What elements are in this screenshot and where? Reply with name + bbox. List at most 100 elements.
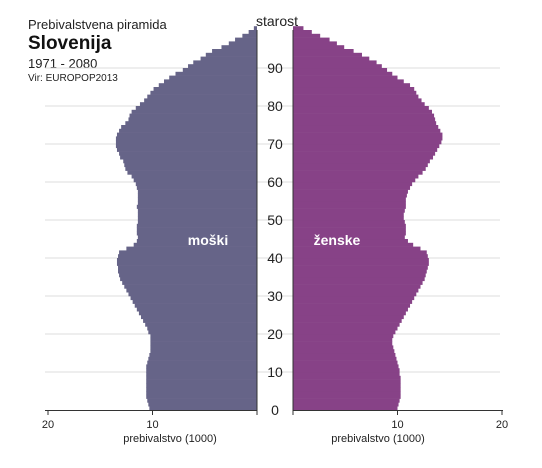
female-bar-age-64: [293, 163, 428, 168]
x-axis-title-left: prebivalstvo (1000): [123, 433, 217, 445]
female-bar-age-99: [293, 30, 312, 35]
male-bar-age-43: [133, 242, 257, 247]
male-bar-age-61: [131, 174, 257, 179]
y-tick-label-70: 70: [267, 136, 283, 152]
male-bar-age-24: [141, 315, 257, 320]
male-bar-age-20: [148, 330, 257, 335]
male-bar-age-95: [221, 45, 257, 50]
female-bar-age-61: [293, 174, 419, 179]
male-bar-age-15: [150, 349, 257, 354]
female-bar-age-83: [293, 90, 417, 95]
female-bars: [293, 26, 443, 411]
female-bar-age-21: [293, 326, 398, 331]
male-bar-age-79: [135, 106, 257, 111]
male-bar-age-99: [248, 30, 257, 35]
female-bar-age-81: [293, 98, 422, 103]
male-bar-age-16: [150, 345, 257, 350]
male-bar-age-75: [125, 121, 257, 126]
female-bar-age-1: [293, 402, 399, 407]
female-bar-age-75: [293, 121, 437, 126]
male-bar-age-26: [136, 307, 257, 312]
male-bar-age-66: [120, 155, 257, 160]
female-bar-age-53: [293, 204, 406, 209]
female-bar-age-22: [293, 322, 400, 327]
male-bar-age-41: [119, 250, 257, 255]
female-bar-age-58: [293, 185, 411, 190]
male-bar-age-71: [115, 136, 257, 141]
female-bar-age-20: [293, 330, 396, 335]
female-bar-age-77: [293, 113, 435, 118]
male-bar-age-36: [118, 269, 257, 274]
y-tick-label-30: 30: [267, 288, 283, 304]
y-tick-label-50: 50: [267, 212, 283, 228]
female-bar-age-46: [293, 231, 406, 236]
male-bar-age-29: [130, 296, 257, 301]
female-bar-age-9: [293, 372, 400, 377]
male-bar-age-100: [253, 26, 257, 31]
female-bar-age-79: [293, 106, 429, 111]
male-bar-age-34: [120, 277, 257, 282]
female-bar-age-86: [293, 79, 404, 84]
male-bar-age-3: [146, 394, 257, 399]
male-bar-age-48: [136, 223, 257, 228]
female-bar-age-88: [293, 71, 393, 76]
female-bar-age-51: [293, 212, 404, 217]
male-bar-age-33: [122, 280, 257, 285]
male-bar-age-56: [137, 193, 257, 198]
female-bar-age-26: [293, 307, 408, 312]
male-bar-age-32: [124, 284, 257, 289]
male-bar-age-58: [136, 185, 257, 190]
male-bar-age-97: [235, 37, 257, 42]
female-bar-age-74: [293, 125, 439, 130]
male-bar-age-35: [119, 273, 257, 278]
female-bar-age-72: [293, 132, 443, 137]
female-bar-age-3: [293, 394, 401, 399]
male-bar-age-6: [146, 383, 257, 388]
male-bar-age-1: [148, 402, 257, 407]
female-bar-age-84: [293, 87, 415, 92]
x-tick-label-right-10: 10: [391, 419, 403, 431]
y-tick-label-90: 90: [267, 60, 283, 76]
y-tick-label-60: 60: [267, 174, 283, 190]
male-bar-age-83: [150, 90, 257, 95]
male-bar-age-73: [119, 128, 257, 133]
male-bar-age-51: [137, 212, 257, 217]
male-bar-age-80: [139, 102, 257, 107]
female-bar-age-19: [293, 334, 394, 339]
female-bar-age-23: [293, 318, 402, 323]
male-bar-age-54: [137, 201, 257, 206]
male-bar-age-50: [137, 216, 257, 221]
male-bar-age-77: [129, 113, 257, 118]
female-bar-age-67: [293, 151, 436, 156]
male-bar-age-91: [193, 60, 257, 65]
male-bar-age-25: [138, 311, 257, 316]
female-bar-age-50: [293, 216, 404, 221]
female-bar-age-98: [293, 33, 321, 38]
female-bar-age-38: [293, 261, 429, 266]
chart-source: Vir: EUROPOP2013: [28, 73, 118, 84]
male-bar-age-81: [144, 98, 257, 103]
male-bar-age-49: [137, 220, 257, 225]
female-bar-age-2: [293, 398, 400, 403]
male-bar-age-86: [163, 79, 257, 84]
female-bar-age-80: [293, 102, 425, 107]
male-bar-age-68: [116, 147, 257, 152]
male-bar-age-2: [147, 398, 257, 403]
female-bar-age-5: [293, 387, 401, 392]
female-bar-age-66: [293, 155, 434, 160]
female-bar-age-35: [293, 273, 426, 278]
male-bar-age-27: [134, 303, 257, 308]
male-bar-age-39: [116, 258, 257, 263]
female-bar-age-11: [293, 364, 399, 369]
male-bar-age-13: [148, 356, 257, 361]
male-bar-age-72: [116, 132, 257, 137]
female-bar-age-73: [293, 128, 441, 133]
female-bar-age-96: [293, 41, 337, 46]
female-bar-age-7: [293, 379, 401, 384]
female-bar-age-39: [293, 258, 429, 263]
male-bar-age-17: [150, 341, 257, 346]
male-bar-age-23: [143, 318, 257, 323]
female-bar-age-90: [293, 64, 382, 69]
female-bar-age-42: [293, 246, 421, 251]
